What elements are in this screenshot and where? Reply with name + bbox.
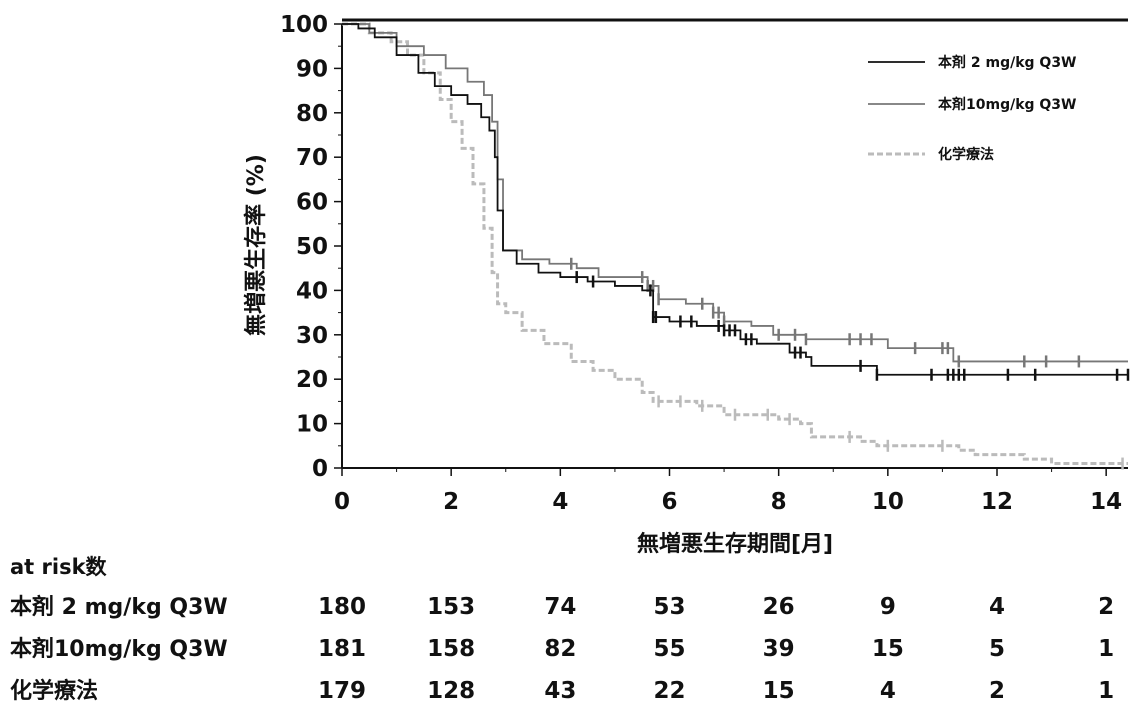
y-tick-label: 10 [296, 412, 328, 438]
at-risk-row-label: 本剤10mg/kg Q3W [10, 636, 228, 662]
at-risk-count: 4 [880, 678, 896, 704]
x-tick-label: 2 [443, 489, 459, 515]
at-risk-row-label: 本剤 2 mg/kg Q3W [10, 594, 228, 620]
at-risk-count: 1 [1098, 678, 1114, 704]
y-tick-label: 30 [296, 323, 328, 349]
at-risk-count: 128 [427, 678, 475, 704]
at-risk-count: 22 [653, 678, 685, 704]
axes-layer: 0 10 20 30 40 50 60 70 80 90 100 0 2 4 6 8 10 12 14 [280, 12, 1128, 515]
y-tick-label: 20 [296, 367, 328, 393]
x-tick-label: 8 [771, 489, 787, 515]
x-tick-label: 10 [872, 489, 904, 515]
at-risk-count: 53 [653, 594, 685, 620]
at-risk-title: at risk数 [10, 555, 108, 579]
at-risk-count: 15 [872, 636, 904, 662]
at-risk-count: 26 [763, 594, 795, 620]
legend-label-1: 本剤 2 mg/kg Q3W [938, 54, 1077, 71]
at-risk-count: 158 [427, 636, 475, 662]
series-line-3 [342, 22, 1128, 466]
at-risk-row-label: 化学療法 [10, 678, 98, 704]
legend: 本剤 2 mg/kg Q3W 本剤10mg/kg Q3W 化学療法 [868, 54, 1077, 163]
legend-label-3: 化学療法 [938, 146, 994, 163]
at-risk-count: 39 [763, 636, 795, 662]
at-risk-count: 181 [318, 636, 366, 662]
at-risk-count: 9 [880, 594, 896, 620]
y-tick-label: 60 [296, 190, 328, 216]
at-risk-count: 74 [544, 594, 576, 620]
at-risk-count: 153 [427, 594, 475, 620]
x-tick-label: 14 [1090, 489, 1122, 515]
at-risk-count: 55 [653, 636, 685, 662]
series-layer [342, 22, 1130, 470]
at-risk-count: 82 [544, 636, 576, 662]
x-tick-label: 12 [981, 489, 1013, 515]
y-tick-label: 70 [296, 145, 328, 171]
y-tick-label: 80 [296, 101, 328, 127]
x-tick-label: 0 [334, 489, 350, 515]
y-axis-title: 無増悪生存率 (%) [243, 154, 269, 336]
y-tick-label: 90 [296, 56, 328, 82]
at-risk-count: 43 [544, 678, 576, 704]
y-tick-label: 40 [296, 278, 328, 304]
at-risk-count: 2 [989, 678, 1005, 704]
x-tick-label: 6 [661, 489, 677, 515]
at-risk-count: 1 [1098, 636, 1114, 662]
at-risk-count: 15 [763, 678, 795, 704]
at-risk-count: 180 [318, 594, 366, 620]
legend-label-2: 本剤10mg/kg Q3W [938, 96, 1077, 113]
y-tick-label: 0 [312, 456, 328, 482]
at-risk-count: 4 [989, 594, 1005, 620]
y-tick-label: 100 [280, 12, 328, 38]
at-risk-count: 5 [989, 636, 1005, 662]
y-tick-label: 50 [296, 234, 328, 260]
x-axis-title: 無増悪生存期間[月] [637, 531, 833, 557]
at-risk-count: 2 [1098, 594, 1114, 620]
x-tick-label: 4 [552, 489, 568, 515]
series-line-2 [342, 23, 1128, 363]
at-risk-count: 179 [318, 678, 366, 704]
series-line-1 [342, 23, 1128, 376]
